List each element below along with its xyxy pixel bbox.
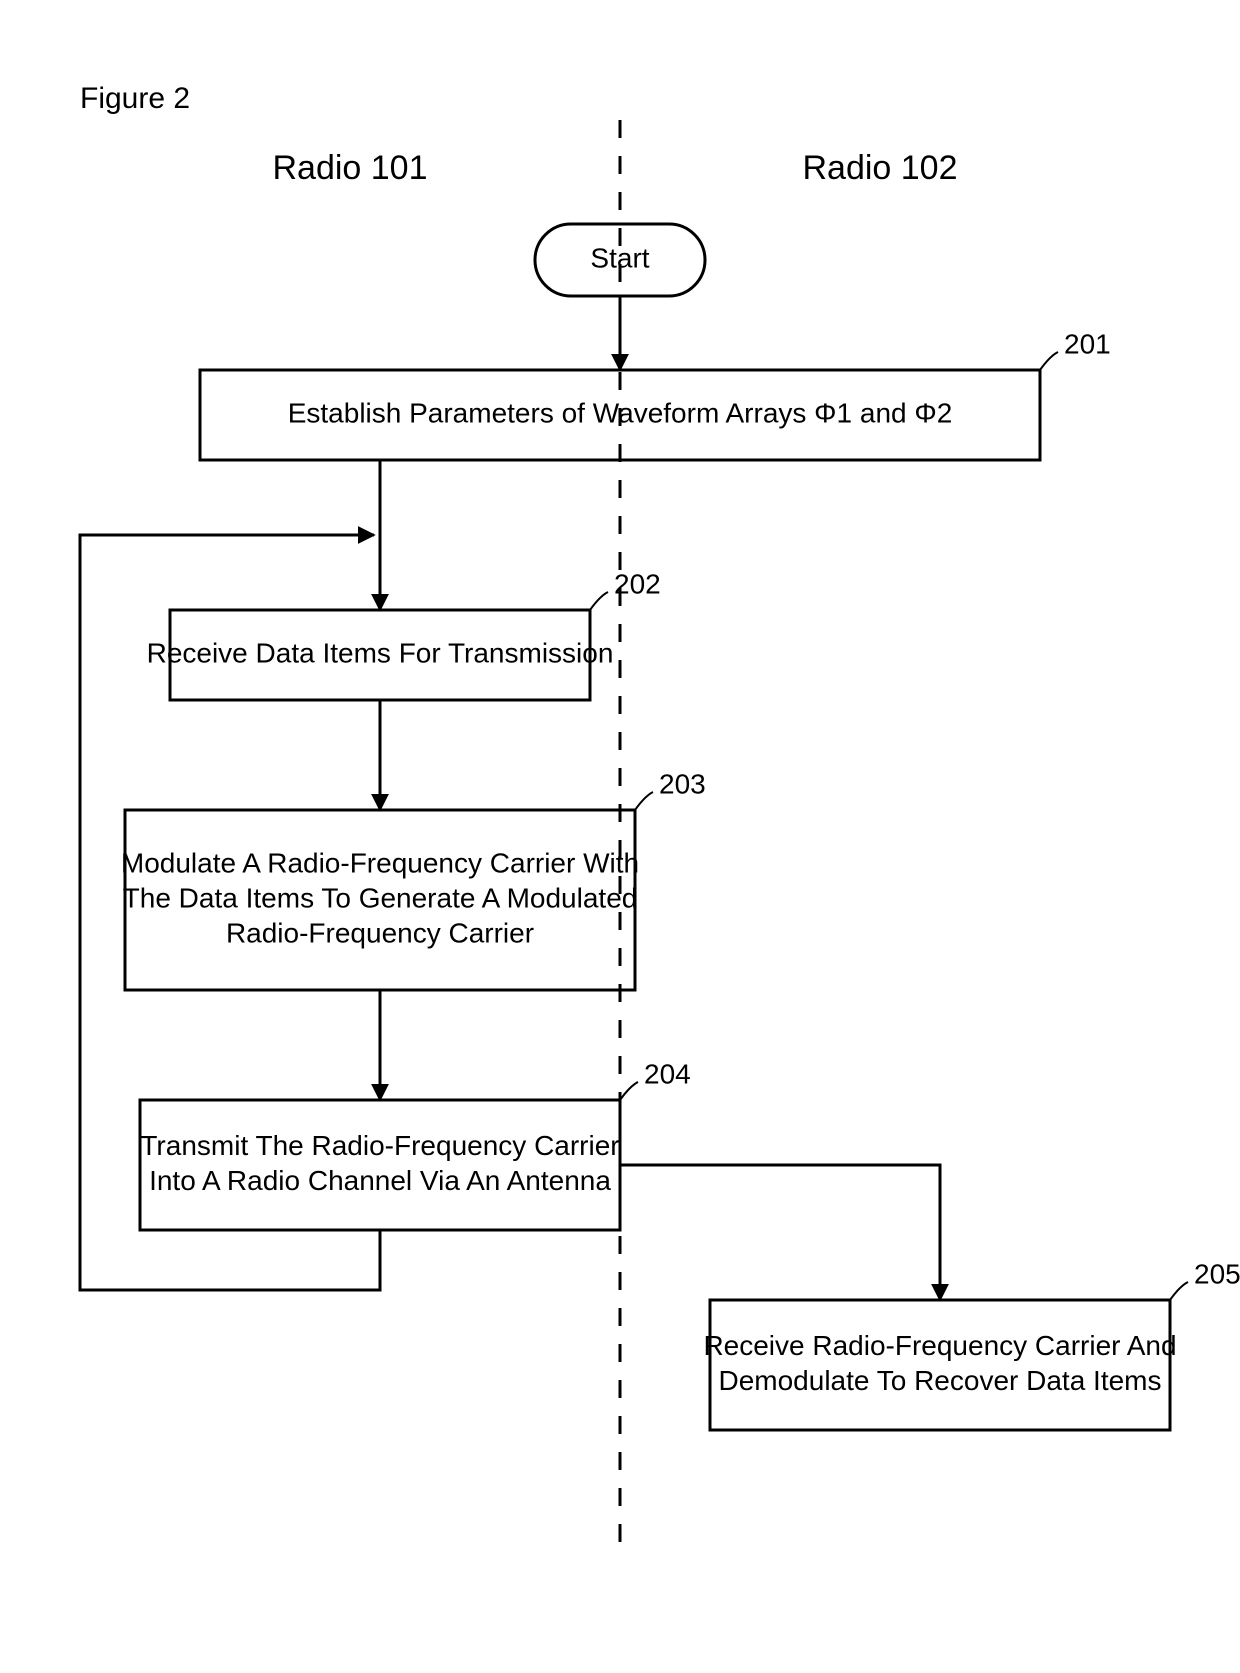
svg-text:The Data Items To Generate A M: The Data Items To Generate A Modulated [123, 882, 638, 913]
arrow [620, 1165, 940, 1300]
svg-text:Transmit The Radio-Frequency C: Transmit The Radio-Frequency Carrier [140, 1130, 619, 1161]
svg-text:Radio-Frequency Carrier: Radio-Frequency Carrier [226, 917, 534, 948]
ref-number: 203 [659, 768, 706, 799]
ref-number: 202 [614, 568, 661, 599]
svg-text:Demodulate To Recover Data Ite: Demodulate To Recover Data Items [718, 1365, 1161, 1396]
ref-leader [1040, 352, 1058, 370]
ref-leader [635, 792, 653, 810]
ref-number: 201 [1064, 328, 1111, 359]
svg-text:Start: Start [590, 242, 649, 273]
header-right: Radio 102 [802, 149, 957, 187]
ref-number: 204 [644, 1058, 691, 1089]
node-204: Transmit The Radio-Frequency Carrier Into… [140, 1100, 620, 1230]
svg-text:Into A Radio Channel Via An An: Into A Radio Channel Via An Antenna [149, 1165, 611, 1196]
header-left: Radio 101 [272, 149, 427, 187]
svg-text:Receive Data Items For Transmi: Receive Data Items For Transmission [147, 637, 614, 668]
figure-label: Figure 2 [80, 82, 190, 115]
ref-leader [590, 592, 608, 610]
svg-text:Modulate A Radio-Frequency Car: Modulate A Radio-Frequency Carrier With [121, 847, 639, 878]
ref-leader [620, 1082, 638, 1100]
svg-text:Receive Radio-Frequency Carrie: Receive Radio-Frequency Carrier And [703, 1330, 1176, 1361]
ref-leader [1170, 1282, 1188, 1300]
node-205: Receive Radio-Frequency Carrier And Demod… [703, 1300, 1176, 1430]
ref-number: 205 [1194, 1258, 1240, 1289]
node-202: Receive Data Items For Transmission [147, 610, 614, 700]
node-203: Modulate A Radio-Frequency Carrier With T… [121, 810, 639, 990]
svg-text:Establish Parameters of Wavefo: Establish Parameters of Waveform Arrays … [288, 397, 953, 428]
